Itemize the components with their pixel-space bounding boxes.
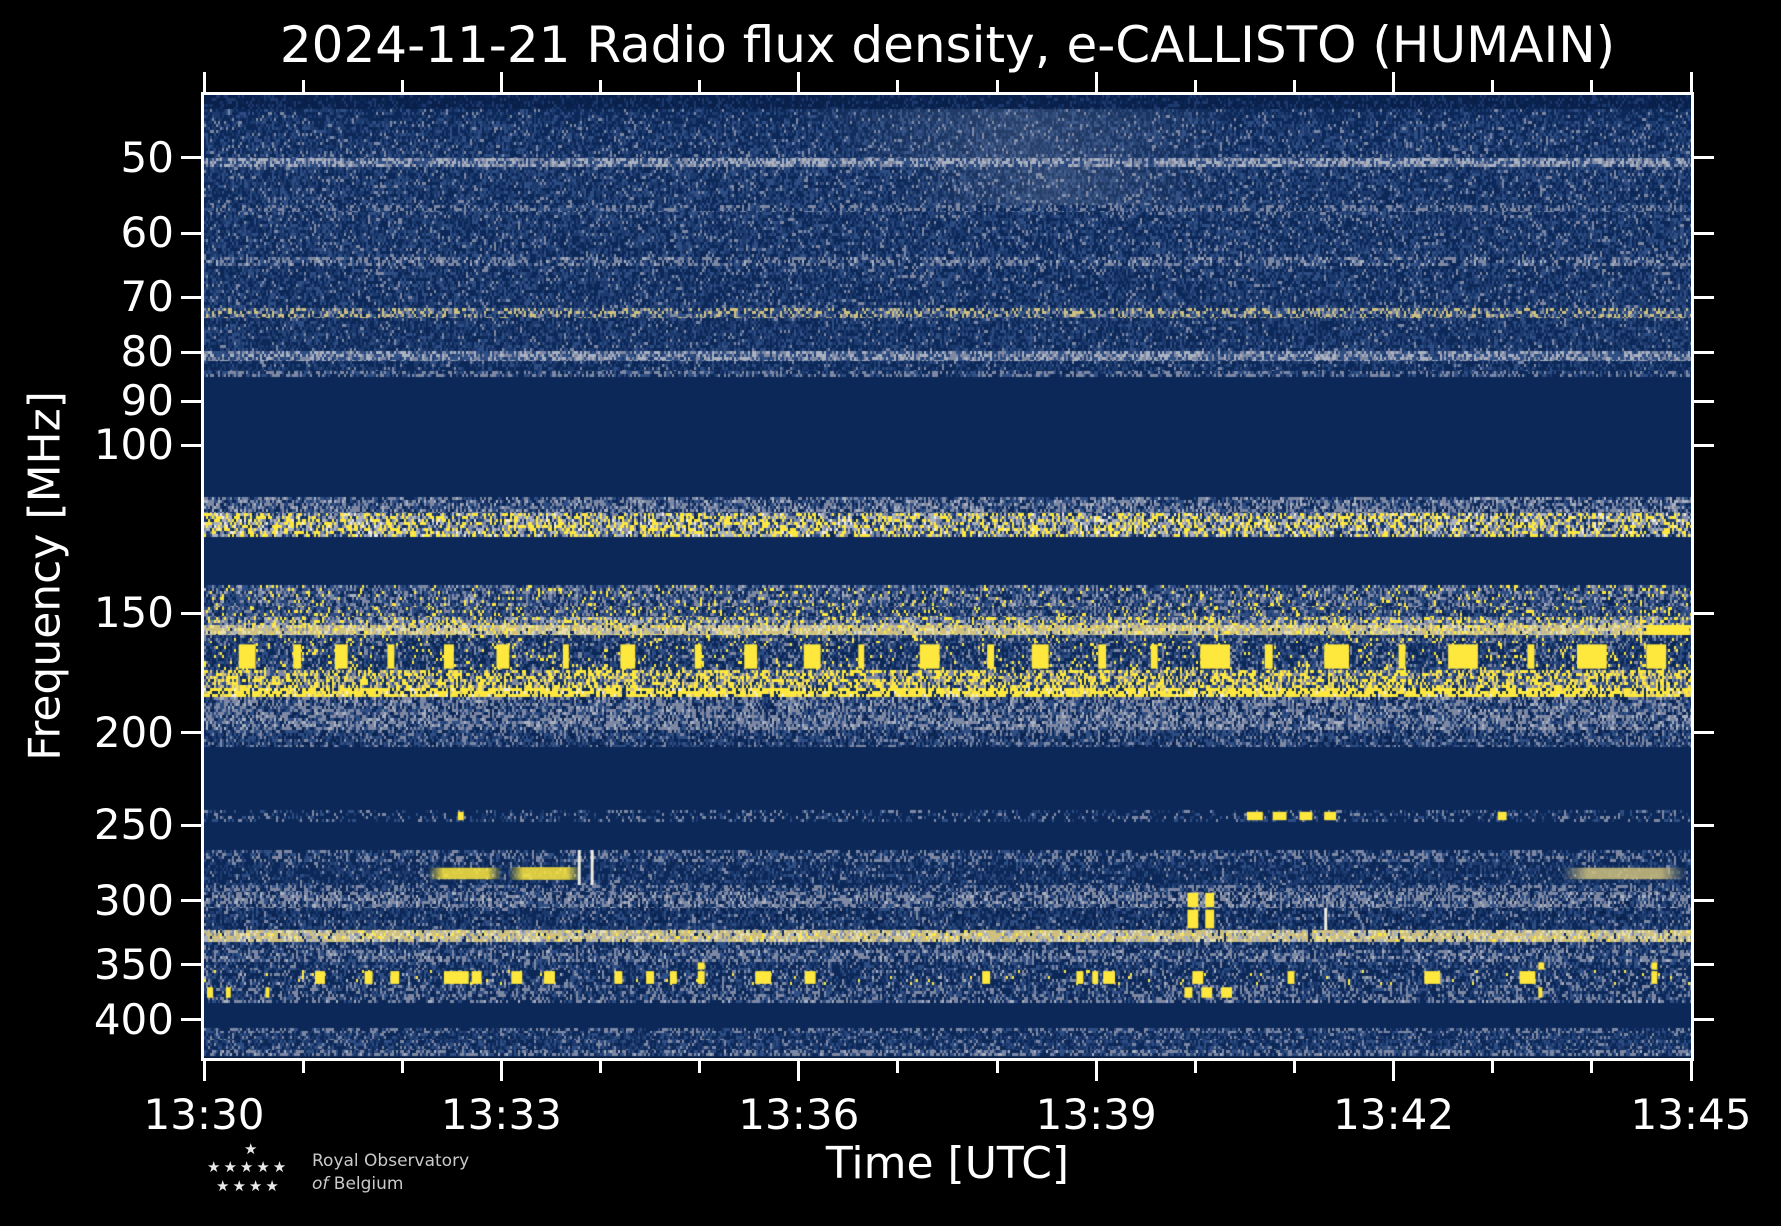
x-minor-tick-top bbox=[896, 80, 900, 92]
x-minor-tick bbox=[896, 1061, 900, 1073]
y-major-tick bbox=[181, 963, 201, 967]
y-tick-label: 250 bbox=[93, 800, 174, 850]
x-minor-tick bbox=[1491, 1061, 1495, 1073]
y-major-tick-right bbox=[1694, 231, 1714, 235]
y-tick-label: 80 bbox=[120, 327, 174, 377]
y-major-tick bbox=[181, 899, 201, 903]
y-major-tick bbox=[181, 731, 201, 734]
x-major-tick bbox=[1392, 1061, 1396, 1081]
x-tick-label: 13:42 bbox=[1333, 1090, 1455, 1139]
x-axis-title: Time [UTC] bbox=[825, 1138, 1070, 1189]
y-tick-label: 400 bbox=[93, 994, 174, 1044]
y-major-tick-right bbox=[1694, 731, 1714, 734]
x-major-tick bbox=[202, 1061, 206, 1081]
x-minor-tick bbox=[400, 1061, 404, 1073]
y-major-tick-right bbox=[1694, 295, 1714, 299]
rob-logo-text: Royal Observatory of Belgium bbox=[312, 1150, 469, 1196]
x-minor-tick bbox=[1590, 1061, 1594, 1073]
rob-logo-text-of: of bbox=[312, 1174, 329, 1194]
y-major-tick bbox=[181, 611, 201, 615]
rob-logo-text-line2: of Belgium bbox=[312, 1173, 469, 1196]
x-major-tick-top bbox=[797, 72, 801, 92]
x-major-tick-top bbox=[1094, 72, 1098, 92]
y-major-tick-right bbox=[1694, 156, 1714, 160]
x-minor-tick-top bbox=[1491, 80, 1495, 92]
plot-frame bbox=[201, 92, 1694, 1061]
x-minor-tick-top bbox=[400, 80, 404, 92]
y-major-tick-right bbox=[1694, 963, 1714, 967]
spectrogram-canvas bbox=[204, 95, 1691, 1058]
x-minor-tick bbox=[1193, 1061, 1197, 1073]
rob-logo-text-line1: Royal Observatory bbox=[312, 1151, 470, 1171]
x-major-tick bbox=[499, 1061, 503, 1081]
x-minor-tick-top bbox=[995, 80, 999, 92]
x-minor-tick bbox=[698, 1061, 702, 1073]
y-axis-title: Frequency [MHz] bbox=[19, 391, 71, 761]
x-tick-label: 13:30 bbox=[143, 1090, 265, 1139]
x-tick-label: 13:36 bbox=[738, 1090, 860, 1139]
y-major-tick-right bbox=[1694, 611, 1714, 615]
x-minor-tick-top bbox=[1590, 80, 1594, 92]
x-minor-tick bbox=[301, 1061, 305, 1073]
x-major-tick bbox=[797, 1061, 801, 1081]
x-minor-tick-top bbox=[1292, 80, 1296, 92]
rob-logo-text-belgium: Belgium bbox=[333, 1174, 404, 1194]
x-major-tick bbox=[1689, 1061, 1693, 1081]
x-tick-label: 13:39 bbox=[1035, 1090, 1157, 1139]
y-major-tick bbox=[181, 823, 201, 827]
x-major-tick-top bbox=[1689, 72, 1693, 92]
x-minor-tick bbox=[995, 1061, 999, 1073]
x-tick-label: 13:33 bbox=[440, 1090, 562, 1139]
y-major-tick-right bbox=[1694, 899, 1714, 903]
page-title: 2024-11-21 Radio flux density, e-CALLIST… bbox=[279, 16, 1616, 74]
y-major-tick-right bbox=[1694, 823, 1714, 827]
x-minor-tick-top bbox=[698, 80, 702, 92]
y-major-tick-right bbox=[1694, 399, 1714, 403]
y-major-tick bbox=[181, 350, 201, 354]
x-minor-tick bbox=[599, 1061, 603, 1073]
y-major-tick bbox=[181, 295, 201, 299]
x-tick-label: 13:45 bbox=[1630, 1090, 1752, 1139]
y-major-tick bbox=[181, 231, 201, 235]
x-major-tick-top bbox=[202, 72, 206, 92]
x-minor-tick-top bbox=[301, 80, 305, 92]
rob-logo-star-row-3: ★★★★ bbox=[216, 1177, 282, 1195]
y-tick-label: 350 bbox=[93, 939, 174, 989]
y-major-tick-right bbox=[1694, 1018, 1714, 1022]
x-minor-tick-top bbox=[599, 80, 603, 92]
y-major-tick bbox=[181, 156, 201, 160]
x-minor-tick bbox=[1292, 1061, 1296, 1073]
x-major-tick-top bbox=[499, 72, 503, 92]
y-tick-label: 300 bbox=[93, 875, 174, 925]
x-major-tick bbox=[1094, 1061, 1098, 1081]
y-tick-label: 60 bbox=[120, 208, 174, 258]
y-tick-label: 70 bbox=[120, 272, 174, 322]
y-major-tick-right bbox=[1694, 443, 1714, 447]
x-minor-tick-top bbox=[1193, 80, 1197, 92]
rob-logo-star-row-2: ★★★★★ bbox=[207, 1158, 290, 1176]
x-major-tick-top bbox=[1392, 72, 1396, 92]
y-major-tick bbox=[181, 399, 201, 403]
y-major-tick bbox=[181, 1018, 201, 1022]
y-major-tick bbox=[181, 443, 201, 447]
y-tick-label: 50 bbox=[120, 132, 174, 182]
y-major-tick-right bbox=[1694, 350, 1714, 354]
rob-logo-star-row-1: ★ bbox=[244, 1140, 261, 1158]
